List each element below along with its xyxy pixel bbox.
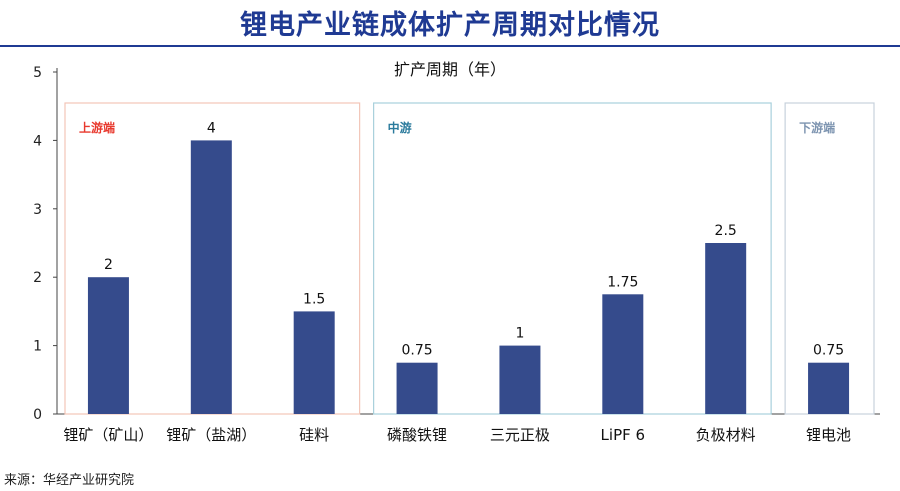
group-label: 中游 (388, 120, 412, 135)
y-tick-label: 1 (33, 339, 42, 355)
bar-value-label: 4 (207, 120, 216, 136)
chart-labels: 2 锂矿（矿山） 4 锂矿（盐湖） 1.5 硅料 0.75 磷酸铁锂 1 三元正极 1.75 LiPF… (63, 120, 851, 444)
group-label: 上游端 (79, 120, 115, 135)
chart-axes: 0 1 2 3 4 5 (33, 65, 880, 423)
chart-groups: 上游端 中游 下游端 (64, 102, 875, 415)
group-box (373, 102, 772, 415)
bar (396, 362, 438, 414)
bar-value-label: 1.5 (303, 291, 325, 307)
bar (602, 294, 644, 414)
page-title: 锂电产业链成体扩产周期对比情况 (240, 9, 660, 41)
bar-value-label: 1 (515, 326, 524, 342)
bar (808, 362, 850, 414)
chart-bars (87, 140, 850, 414)
bar-chart: 0 1 2 3 4 5 上游端 中游 下游端 2 锂矿（矿山） 4 锂矿（盐湖） 1.5 硅料 0.75 磷… (33, 60, 880, 444)
x-tick-label: 锂矿（盐湖） (166, 426, 256, 444)
header-divider (0, 45, 900, 47)
group-label: 下游端 (799, 120, 835, 135)
y-tick-label: 0 (33, 407, 42, 423)
bar (190, 140, 232, 414)
y-tick-label: 4 (33, 133, 42, 149)
bar-value-label: 0.75 (401, 343, 432, 359)
x-tick-label: 负极材料 (696, 426, 756, 444)
x-tick-label: LiPF 6 (601, 426, 646, 444)
x-tick-label: 锂电池 (806, 426, 851, 444)
x-tick-label: 锂矿（矿山） (63, 426, 153, 444)
bar (705, 243, 747, 414)
x-tick-label: 三元正极 (490, 426, 550, 444)
bar-value-label: 2 (104, 257, 113, 273)
bar (499, 345, 541, 414)
y-tick-label: 3 (33, 202, 42, 218)
x-tick-label: 硅料 (299, 426, 329, 444)
bar-value-label: 2.5 (715, 223, 737, 239)
y-tick-label: 2 (33, 270, 42, 286)
chart-container: 0 1 2 3 4 5 上游端 中游 下游端 2 锂矿（矿山） 4 锂矿（盐湖） 1.5 硅料 0.75 磷… (0, 48, 900, 460)
bar (87, 277, 129, 414)
bar-value-label: 0.75 (813, 343, 844, 359)
x-tick-label: 磷酸铁锂 (387, 426, 447, 444)
header-banner: 锂电产业链成体扩产周期对比情况 (0, 0, 900, 44)
source-note: 来源：华经产业研究院 (4, 473, 135, 488)
bar-value-label: 1.75 (607, 274, 638, 290)
bar (293, 311, 335, 414)
y-tick-label: 5 (33, 65, 42, 81)
chart-title: 扩产周期（年） (394, 60, 506, 79)
